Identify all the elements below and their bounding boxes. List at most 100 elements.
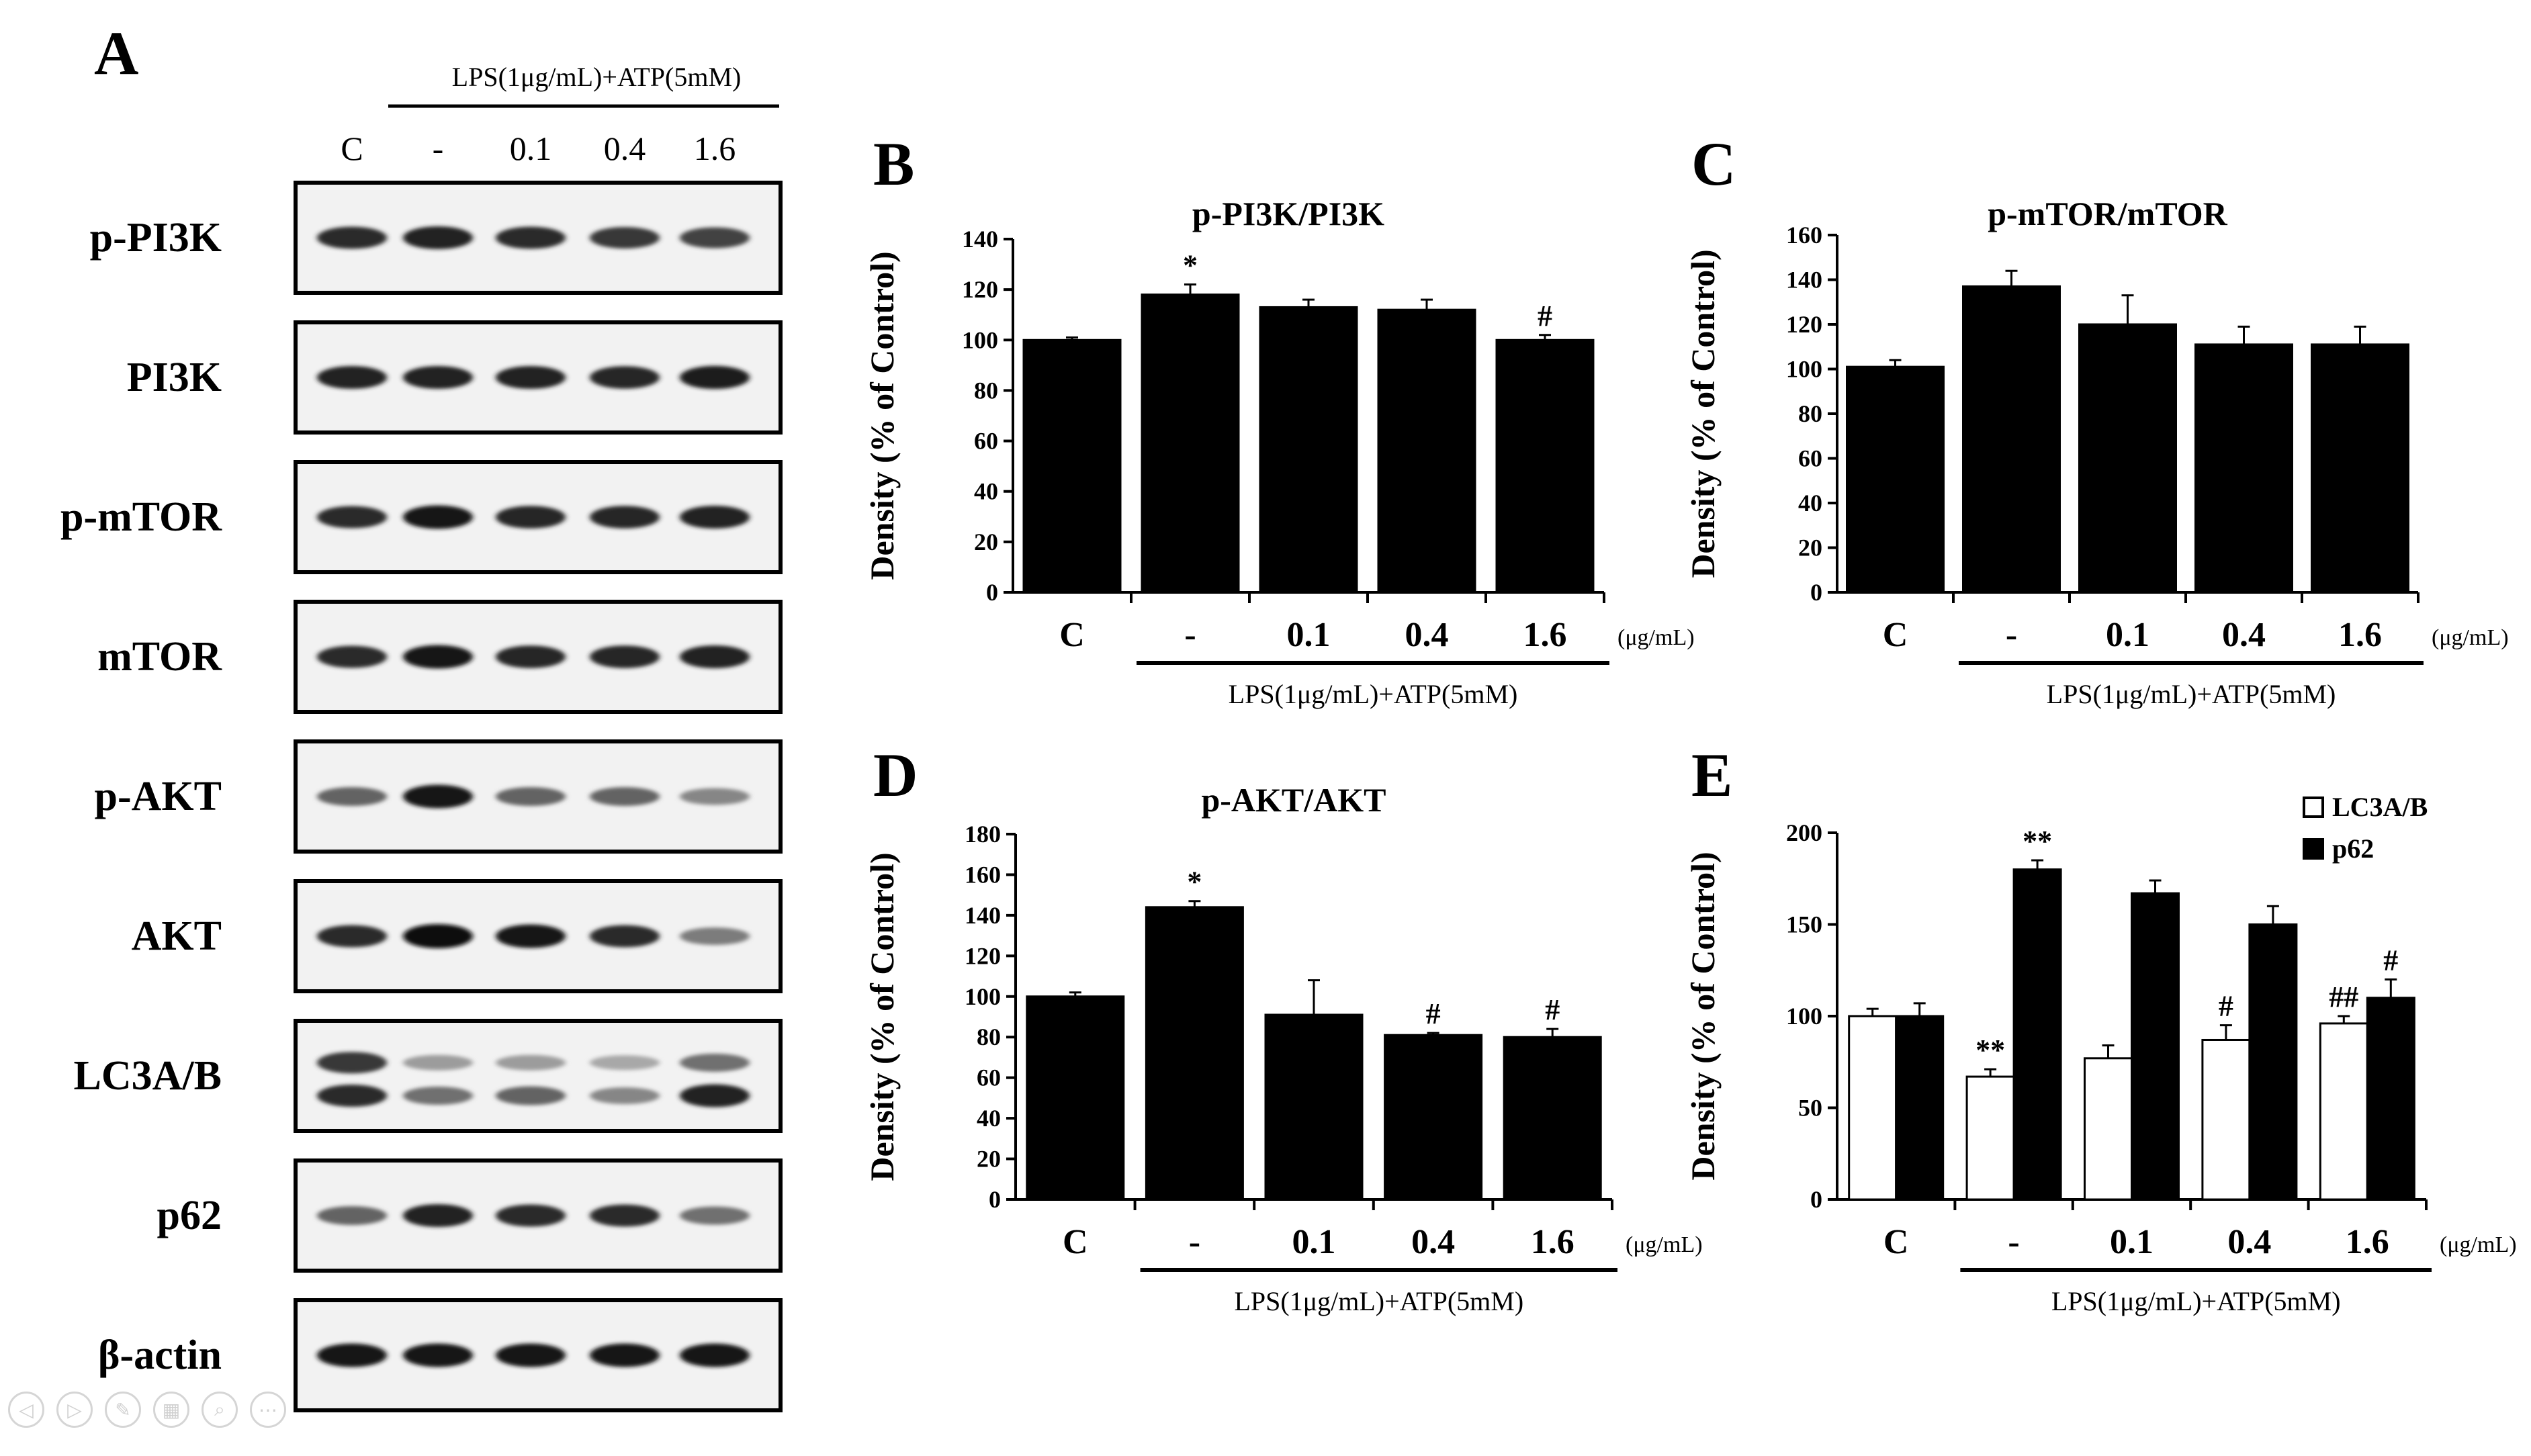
blot-protein-label: p62 <box>157 1193 222 1238</box>
zoom-icon[interactable]: ⌕ <box>202 1392 238 1428</box>
significance-marker: # <box>1426 997 1441 1030</box>
x-tick-label: - <box>1189 1223 1200 1261</box>
x-tick-label: 0.1 <box>2110 1223 2153 1261</box>
y-axis-label: Density (% of Control) <box>863 852 901 1181</box>
bar <box>1848 1015 1898 1201</box>
bar <box>1145 906 1244 1201</box>
bar <box>1022 338 1122 594</box>
y-tick-label: 80 <box>974 377 998 404</box>
bar <box>1895 1015 1945 1201</box>
blot-band <box>317 1343 387 1367</box>
x-tick-label: C <box>1883 616 1908 654</box>
blot-band <box>590 1343 660 1367</box>
blot-lane-label: 0.1 <box>510 130 552 167</box>
legend-label: LC3A/B <box>2332 792 2428 822</box>
significance-marker: ## <box>2329 981 2358 1013</box>
blot-band <box>590 787 660 806</box>
x-tick-label: 0.1 <box>1292 1223 1336 1261</box>
blot-band <box>317 1206 387 1225</box>
previous-icon[interactable]: ◁ <box>8 1392 44 1428</box>
y-tick-label: 140 <box>1786 267 1822 293</box>
treatment-label: LPS(1μg/mL)+ATP(5mM) <box>1229 679 1518 709</box>
x-tick-label: 0.1 <box>1287 616 1331 654</box>
y-axis-label: Density (% of Control) <box>863 251 901 580</box>
y-tick-label: 100 <box>1786 1003 1822 1030</box>
blot-protein-label: p-PI3K <box>90 215 222 261</box>
blot-band <box>590 366 660 389</box>
bar <box>1503 1036 1602 1201</box>
pen-icon[interactable]: ✎ <box>105 1392 141 1428</box>
x-tick-label: C <box>1063 1223 1088 1261</box>
bar <box>1962 285 2061 594</box>
blot-band <box>403 924 473 948</box>
blot-band <box>317 645 387 668</box>
significance-marker: # <box>1538 300 1552 332</box>
blot-lane-label: C <box>341 130 363 167</box>
blot-protein-label: PI3K <box>127 355 222 400</box>
x-tick-label: - <box>2006 616 2017 654</box>
more-icon[interactable]: ⋯ <box>250 1392 286 1428</box>
blot-band <box>317 787 387 806</box>
unit-label: (μg/mL) <box>2440 1232 2517 1257</box>
bar <box>1846 365 1945 594</box>
blot-band <box>403 1343 473 1367</box>
next-icon[interactable]: ▷ <box>56 1392 93 1428</box>
bar <box>2131 892 2180 1201</box>
panel-label: D <box>873 741 918 809</box>
y-axis-label: Density (% of Control) <box>1684 852 1722 1180</box>
x-tick-label: 1.6 <box>1531 1223 1574 1261</box>
blot-band <box>403 1087 473 1105</box>
western-blot: p-PI3K PI3K p-mTOR mTOR p-AKT AKT LC3A/B p62 β-a… <box>60 181 783 1412</box>
blot-band <box>590 925 660 948</box>
bar <box>2248 923 2298 1201</box>
y-tick-label: 60 <box>1798 445 1822 472</box>
significance-marker: # <box>2383 944 2398 976</box>
legend-swatch <box>2303 797 2324 818</box>
blot-band <box>680 227 750 248</box>
blot-band <box>680 1206 750 1225</box>
x-tick-label: 1.6 <box>2338 616 2382 654</box>
blot-lane-labels: C - 0.1 0.4 1.6 <box>341 130 736 167</box>
bar <box>2319 1022 2368 1201</box>
blot-band <box>680 1053 750 1072</box>
y-tick-label: 40 <box>977 1105 1001 1132</box>
blot-band <box>403 1204 473 1227</box>
blot-band <box>496 1204 566 1227</box>
x-tick-label: - <box>1184 616 1196 654</box>
blot-band <box>496 924 566 948</box>
significance-marker: # <box>1545 993 1560 1026</box>
slides-icon[interactable]: ▦ <box>153 1392 189 1428</box>
blot-band <box>496 1086 566 1105</box>
unit-label: (μg/mL) <box>1626 1232 1703 1257</box>
blot-treatment-label: LPS(1μg/mL)+ATP(5mM) <box>452 62 742 92</box>
x-tick-label: 0.4 <box>1405 616 1449 654</box>
y-tick-label: 20 <box>977 1146 1001 1173</box>
chart-title: p-PI3K/PI3K <box>1192 195 1384 232</box>
legend-swatch <box>2303 838 2324 860</box>
y-tick-label: 80 <box>1798 400 1822 427</box>
chart-panel-c: Cp-mTOR/mTOR Density (% of Control) 0 20 40 6… <box>1684 130 2509 709</box>
blot-band <box>317 506 387 529</box>
blot-band <box>680 365 750 390</box>
blot-band <box>403 505 473 529</box>
y-tick-label: 60 <box>977 1064 1001 1091</box>
y-tick-label: 150 <box>1786 911 1822 938</box>
y-tick-label: 140 <box>965 902 1001 929</box>
bar <box>1259 306 1358 594</box>
significance-marker: ** <box>1975 1034 2005 1066</box>
blot-band <box>590 506 660 529</box>
x-tick-label: 0.4 <box>2222 616 2266 654</box>
chart-title: p-mTOR/mTOR <box>1988 195 2227 232</box>
y-tick-label: 100 <box>962 326 998 353</box>
x-tick-label: 0.4 <box>1411 1223 1455 1261</box>
x-tick-label: 1.6 <box>1523 616 1567 654</box>
y-tick-label: 200 <box>1786 819 1822 846</box>
y-tick-label: 0 <box>1810 579 1822 606</box>
y-tick-label: 100 <box>965 983 1001 1010</box>
blot-membrane <box>294 1019 783 1133</box>
y-tick-label: 120 <box>1786 311 1822 338</box>
blot-protein-label: β-actin <box>98 1332 222 1378</box>
blot-band <box>590 227 660 248</box>
panel-label-a: A <box>94 19 138 87</box>
